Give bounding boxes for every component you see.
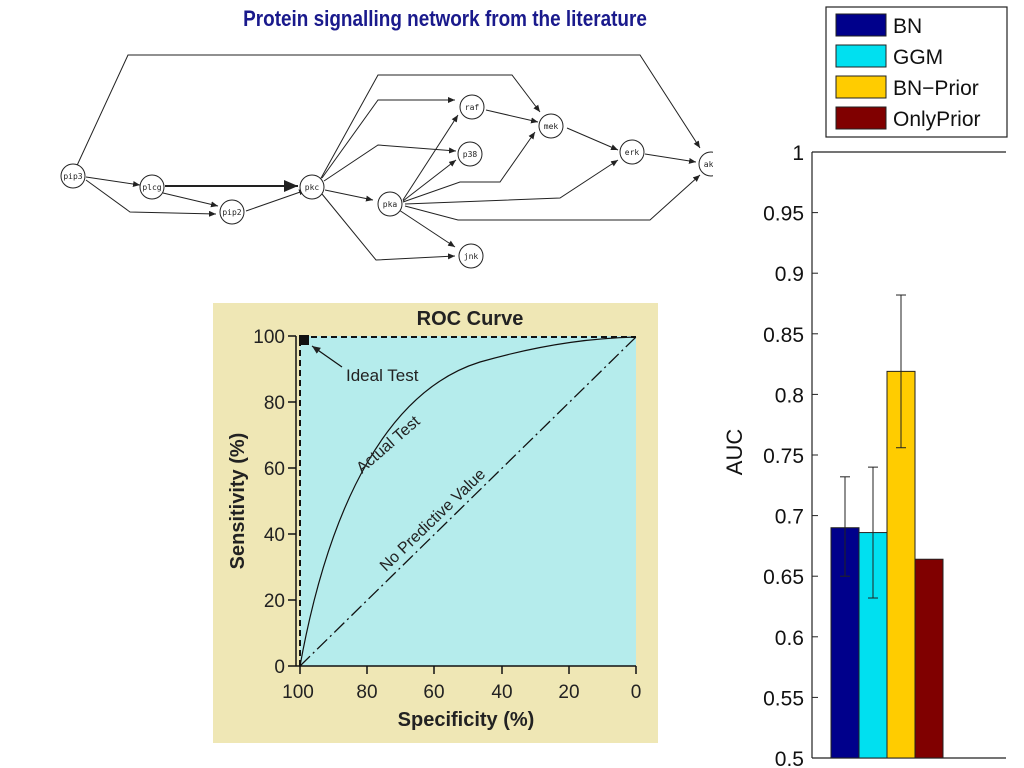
auc-y-tick-label: 1	[792, 142, 804, 165]
roc-x-tick: 0	[631, 682, 642, 703]
auc-y-tick-label: 0.9	[775, 263, 804, 286]
auc-y-tick-label: 0.65	[763, 566, 804, 589]
roc-x-tick: 80	[356, 682, 377, 703]
legend-swatch-1	[835, 44, 887, 68]
legend-swatch-0	[835, 13, 887, 37]
legend-swatch-2	[835, 75, 887, 99]
node-pkc	[299, 174, 325, 200]
legend-label-3: OnlyPrior	[893, 108, 981, 131]
legend-label-1: GGM	[893, 46, 943, 69]
auc-y-tick-label: 0.5	[775, 748, 804, 768]
node-label: mek	[544, 122, 559, 131]
roc-y-tick: 60	[264, 459, 285, 480]
roc-x-tick: 60	[423, 682, 444, 703]
actual-test-curve	[299, 336, 637, 667]
auc-bar-3	[914, 558, 944, 759]
node-label: p38	[463, 150, 478, 159]
auc-bar-1	[858, 532, 888, 759]
node-jnk	[458, 243, 484, 269]
node-label: pka	[383, 200, 398, 209]
node-label: pkc	[305, 183, 320, 192]
legend-label-0: BN	[893, 15, 922, 38]
node-label: plcg	[142, 183, 161, 192]
roc-y-tick: 0	[274, 657, 285, 678]
roc-y-label: Sensitivity (%)	[227, 433, 249, 570]
node-mek	[538, 113, 564, 139]
node-pip2	[219, 199, 245, 225]
legend-swatch-3	[835, 106, 887, 130]
roc-y-tick: 20	[264, 591, 285, 612]
roc-x-label: Specificity (%)	[398, 709, 535, 731]
auc-y-tick-label: 0.95	[763, 203, 804, 226]
auc-y-tick-label: 0.6	[775, 627, 804, 650]
node-pka	[377, 191, 403, 217]
node-pip3	[60, 163, 86, 189]
auc-y-tick-label: 0.55	[763, 687, 804, 710]
auc-y-tick-label: 0.7	[775, 506, 804, 529]
node-plcg	[139, 174, 165, 200]
node-label: raf	[465, 103, 480, 112]
roc-title: ROC Curve	[417, 308, 524, 330]
ideal-test-line	[299, 336, 636, 666]
roc-x-tick: 20	[558, 682, 579, 703]
node-raf	[459, 94, 485, 120]
node-label: pip3	[63, 172, 82, 181]
roc-x-tick: 100	[282, 682, 314, 703]
legend-label-2: BN−Prior	[893, 77, 979, 100]
roc-y-tick: 80	[264, 393, 285, 414]
auc-y-tick-label: 0.75	[763, 445, 804, 468]
ideal-test-marker	[299, 335, 309, 345]
node-label: pip2	[222, 208, 241, 217]
auc-y-tick-label: 0.85	[763, 324, 804, 347]
node-label: jnk	[464, 252, 479, 261]
roc-y-tick: 100	[253, 327, 285, 348]
node-erk	[619, 139, 645, 165]
roc-y-tick: 40	[264, 525, 285, 546]
page-title: Protein signalling network from the lite…	[243, 6, 647, 31]
node-p38	[457, 141, 483, 167]
node-label: erk	[625, 148, 640, 157]
roc-x-tick: 40	[491, 682, 512, 703]
no-predictive-line	[299, 336, 637, 667]
node-label: akt	[704, 160, 719, 169]
ideal-test-label: Ideal Test	[346, 366, 419, 385]
auc-y-tick-label: 0.8	[775, 384, 804, 407]
auc-y-label: AUC	[722, 429, 747, 476]
